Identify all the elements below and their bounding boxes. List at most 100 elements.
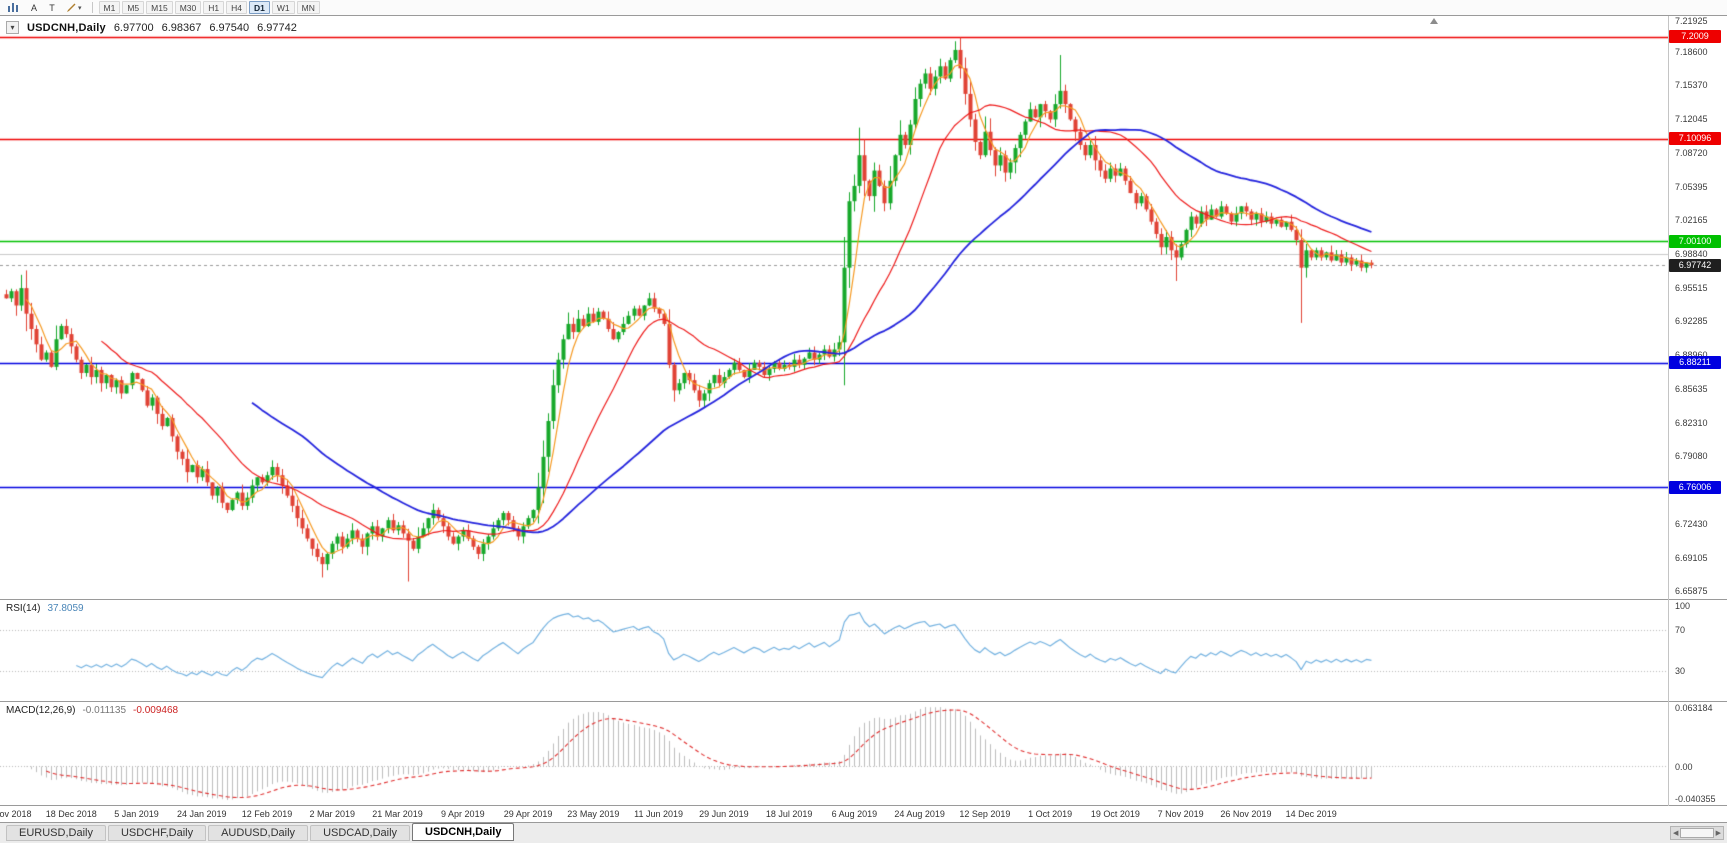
- timeframe-button-m1[interactable]: M1: [98, 1, 121, 14]
- price-line-badge: 6.76006: [1669, 480, 1721, 494]
- tab-scrollbar[interactable]: ◀ ▶: [1670, 826, 1724, 840]
- plot-scale-divider: [1668, 16, 1669, 806]
- timeframe-button-m30[interactable]: M30: [174, 1, 202, 14]
- price-tick-label: 7.05395: [1675, 181, 1708, 192]
- chart-shift-marker[interactable]: [1430, 18, 1438, 24]
- time-axis-label: 1 Oct 2019: [1028, 809, 1073, 819]
- ohlc-close: 6.97742: [257, 21, 297, 34]
- rsi-tick-label: 70: [1675, 625, 1686, 636]
- price-tick-label: 6.95515: [1675, 282, 1708, 293]
- rsi-scale-axis[interactable]: 100 70 30: [1668, 600, 1727, 701]
- time-axis-label: 7 Nov 2019: [1157, 809, 1204, 819]
- rsi-indicator-canvas[interactable]: [0, 600, 1668, 701]
- price-tick-label: 6.69105: [1675, 552, 1708, 563]
- chart-tab-audusd-daily[interactable]: AUDUSD,Daily: [208, 825, 309, 841]
- time-axis-label: 18 Jul 2019: [765, 809, 813, 819]
- ohlc-open: 6.97700: [113, 21, 154, 34]
- time-axis-label: 29 Apr 2019: [503, 809, 553, 819]
- macd-tick-label: 0.00: [1675, 761, 1693, 772]
- price-tick-label: 6.82310: [1675, 417, 1708, 428]
- symbol-timeframe-label: USDCNH,Daily: [27, 21, 106, 34]
- time-axis-label: 9 Apr 2019: [441, 809, 485, 819]
- price-tick-label: 7.12045: [1675, 113, 1708, 124]
- price-tick-label: 6.98840: [1675, 248, 1708, 259]
- time-axis-label: 21 Mar 2019: [372, 809, 423, 819]
- price-tick-label: 7.02165: [1675, 214, 1708, 225]
- rsi-macd-divider[interactable]: [0, 701, 1727, 702]
- time-axis-label: 19 Oct 2019: [1090, 809, 1140, 819]
- chart-tab-usdchf-daily[interactable]: USDCHF,Daily: [107, 825, 207, 841]
- time-axis-label: 14 Dec 2019: [1285, 809, 1337, 819]
- main-toolbar: A T ▾ M1 M5 M15 M30 H1 H4 D1 W1 MN: [0, 0, 1727, 15]
- rsi-indicator-label: RSI(14) 37.8059: [6, 603, 84, 614]
- time-axis-label: 24 Jan 2019: [176, 809, 227, 819]
- main-rsi-divider[interactable]: [0, 599, 1727, 600]
- price-line-badge: 6.88211: [1669, 356, 1721, 370]
- price-scale-axis[interactable]: 7.21925 7.18600 7.15370 7.12045 7.08720 7.053…: [1668, 16, 1727, 599]
- scroll-left-icon[interactable]: ◀: [1673, 829, 1679, 837]
- time-axis-label: 29 Jun 2019: [699, 809, 749, 819]
- timeframe-button-h1[interactable]: H1: [203, 1, 225, 14]
- time-axis-label: 12 Feb 2019: [241, 809, 293, 819]
- letter-t-button[interactable]: T: [49, 2, 55, 13]
- macd-indicator-canvas[interactable]: [0, 702, 1668, 805]
- time-axis-label: 26 Nov 2019: [1220, 809, 1272, 819]
- price-line-badge: 7.10096: [1669, 132, 1721, 146]
- chart-tab-eurusd-daily[interactable]: EURUSD,Daily: [6, 825, 106, 841]
- time-axis-label: 2 Mar 2019: [309, 809, 356, 819]
- macd-main-value: -0.011135: [82, 705, 127, 716]
- price-tick-label: 6.88960: [1675, 349, 1708, 360]
- toolbar-separator: [91, 2, 93, 13]
- chart-icon: [8, 2, 18, 12]
- price-tick-label: 6.72430: [1675, 518, 1708, 529]
- time-axis-label: 11 Jun 2019: [634, 809, 684, 819]
- price-tick-label: 7.15370: [1675, 80, 1708, 90]
- timeframe-button-mn[interactable]: MN: [296, 1, 320, 14]
- macd-scale-axis[interactable]: 0.063184 0.00 -0.040355: [1668, 702, 1727, 805]
- price-tick-label: 6.85635: [1675, 383, 1708, 394]
- chart-tab-usdcad-daily[interactable]: USDCAD,Daily: [310, 825, 411, 841]
- time-axis-label: 29 Nov 2018: [0, 809, 32, 819]
- chart-tabs: EURUSD,Daily USDCHF,Daily AUDUSD,Daily USDC…: [6, 823, 515, 841]
- timeframe-button-d1[interactable]: D1: [248, 1, 270, 14]
- price-line-badge: 7.00100: [1669, 234, 1721, 248]
- rsi-value: 37.8059: [47, 603, 84, 614]
- macd-tick-label: 0.063184: [1675, 703, 1713, 713]
- time-axis[interactable]: 29 Nov 2018 18 Dec 2018 5 Jan 2019 24 Jan 2…: [0, 806, 1668, 822]
- rsi-name: RSI(14): [6, 603, 41, 614]
- draw-tools-button[interactable]: ▾: [62, 1, 86, 14]
- macd-timeaxis-divider: [0, 805, 1727, 806]
- time-axis-label: 6 Aug 2019: [831, 809, 878, 819]
- price-tick-label: 7.18600: [1675, 46, 1708, 57]
- rsi-tick-label: 100: [1675, 601, 1691, 611]
- scroll-thumb[interactable]: [1680, 828, 1714, 838]
- price-chart-canvas[interactable]: [0, 16, 1668, 599]
- macd-signal-value: -0.009468: [133, 705, 179, 716]
- time-axis-label: 23 May 2019: [567, 809, 620, 819]
- scroll-right-icon[interactable]: ▶: [1715, 829, 1721, 837]
- chart-menu-button[interactable]: [4, 1, 24, 14]
- timeframe-button-group: M1 M5 M15 M30 H1 H4 D1 W1 MN: [98, 1, 320, 14]
- price-tick-label: 7.21925: [1675, 16, 1708, 26]
- tool-button-group: A T ▾: [4, 1, 86, 14]
- timeframe-button-m5[interactable]: M5: [122, 1, 145, 14]
- time-axis-label: 24 Aug 2019: [894, 809, 945, 819]
- time-axis-label: 5 Jan 2019: [114, 809, 159, 819]
- chevron-down-icon: ▾: [78, 4, 82, 12]
- letter-a-button[interactable]: A: [30, 2, 37, 13]
- price-tick-label: 6.65875: [1675, 585, 1708, 596]
- timeframe-button-w1[interactable]: W1: [271, 1, 295, 14]
- price-tick-label: 6.79080: [1675, 450, 1708, 461]
- price-tick-label: 7.08720: [1675, 147, 1708, 158]
- macd-name: MACD(12,26,9): [6, 705, 76, 716]
- toolbar-chart-divider: [0, 15, 1727, 16]
- price-tick-label: 6.92285: [1675, 315, 1708, 326]
- timeframe-button-m15[interactable]: M15: [146, 1, 173, 14]
- timeframe-button-h4[interactable]: H4: [226, 1, 247, 14]
- chart-tab-usdcnh-daily[interactable]: USDCNH,Daily: [412, 823, 515, 841]
- time-axis-label: 18 Dec 2018: [45, 809, 97, 819]
- symbol-dropdown-icon[interactable]: ▾: [6, 21, 19, 34]
- rsi-tick-label: 30: [1675, 665, 1686, 676]
- ohlc-high: 6.98367: [161, 21, 202, 34]
